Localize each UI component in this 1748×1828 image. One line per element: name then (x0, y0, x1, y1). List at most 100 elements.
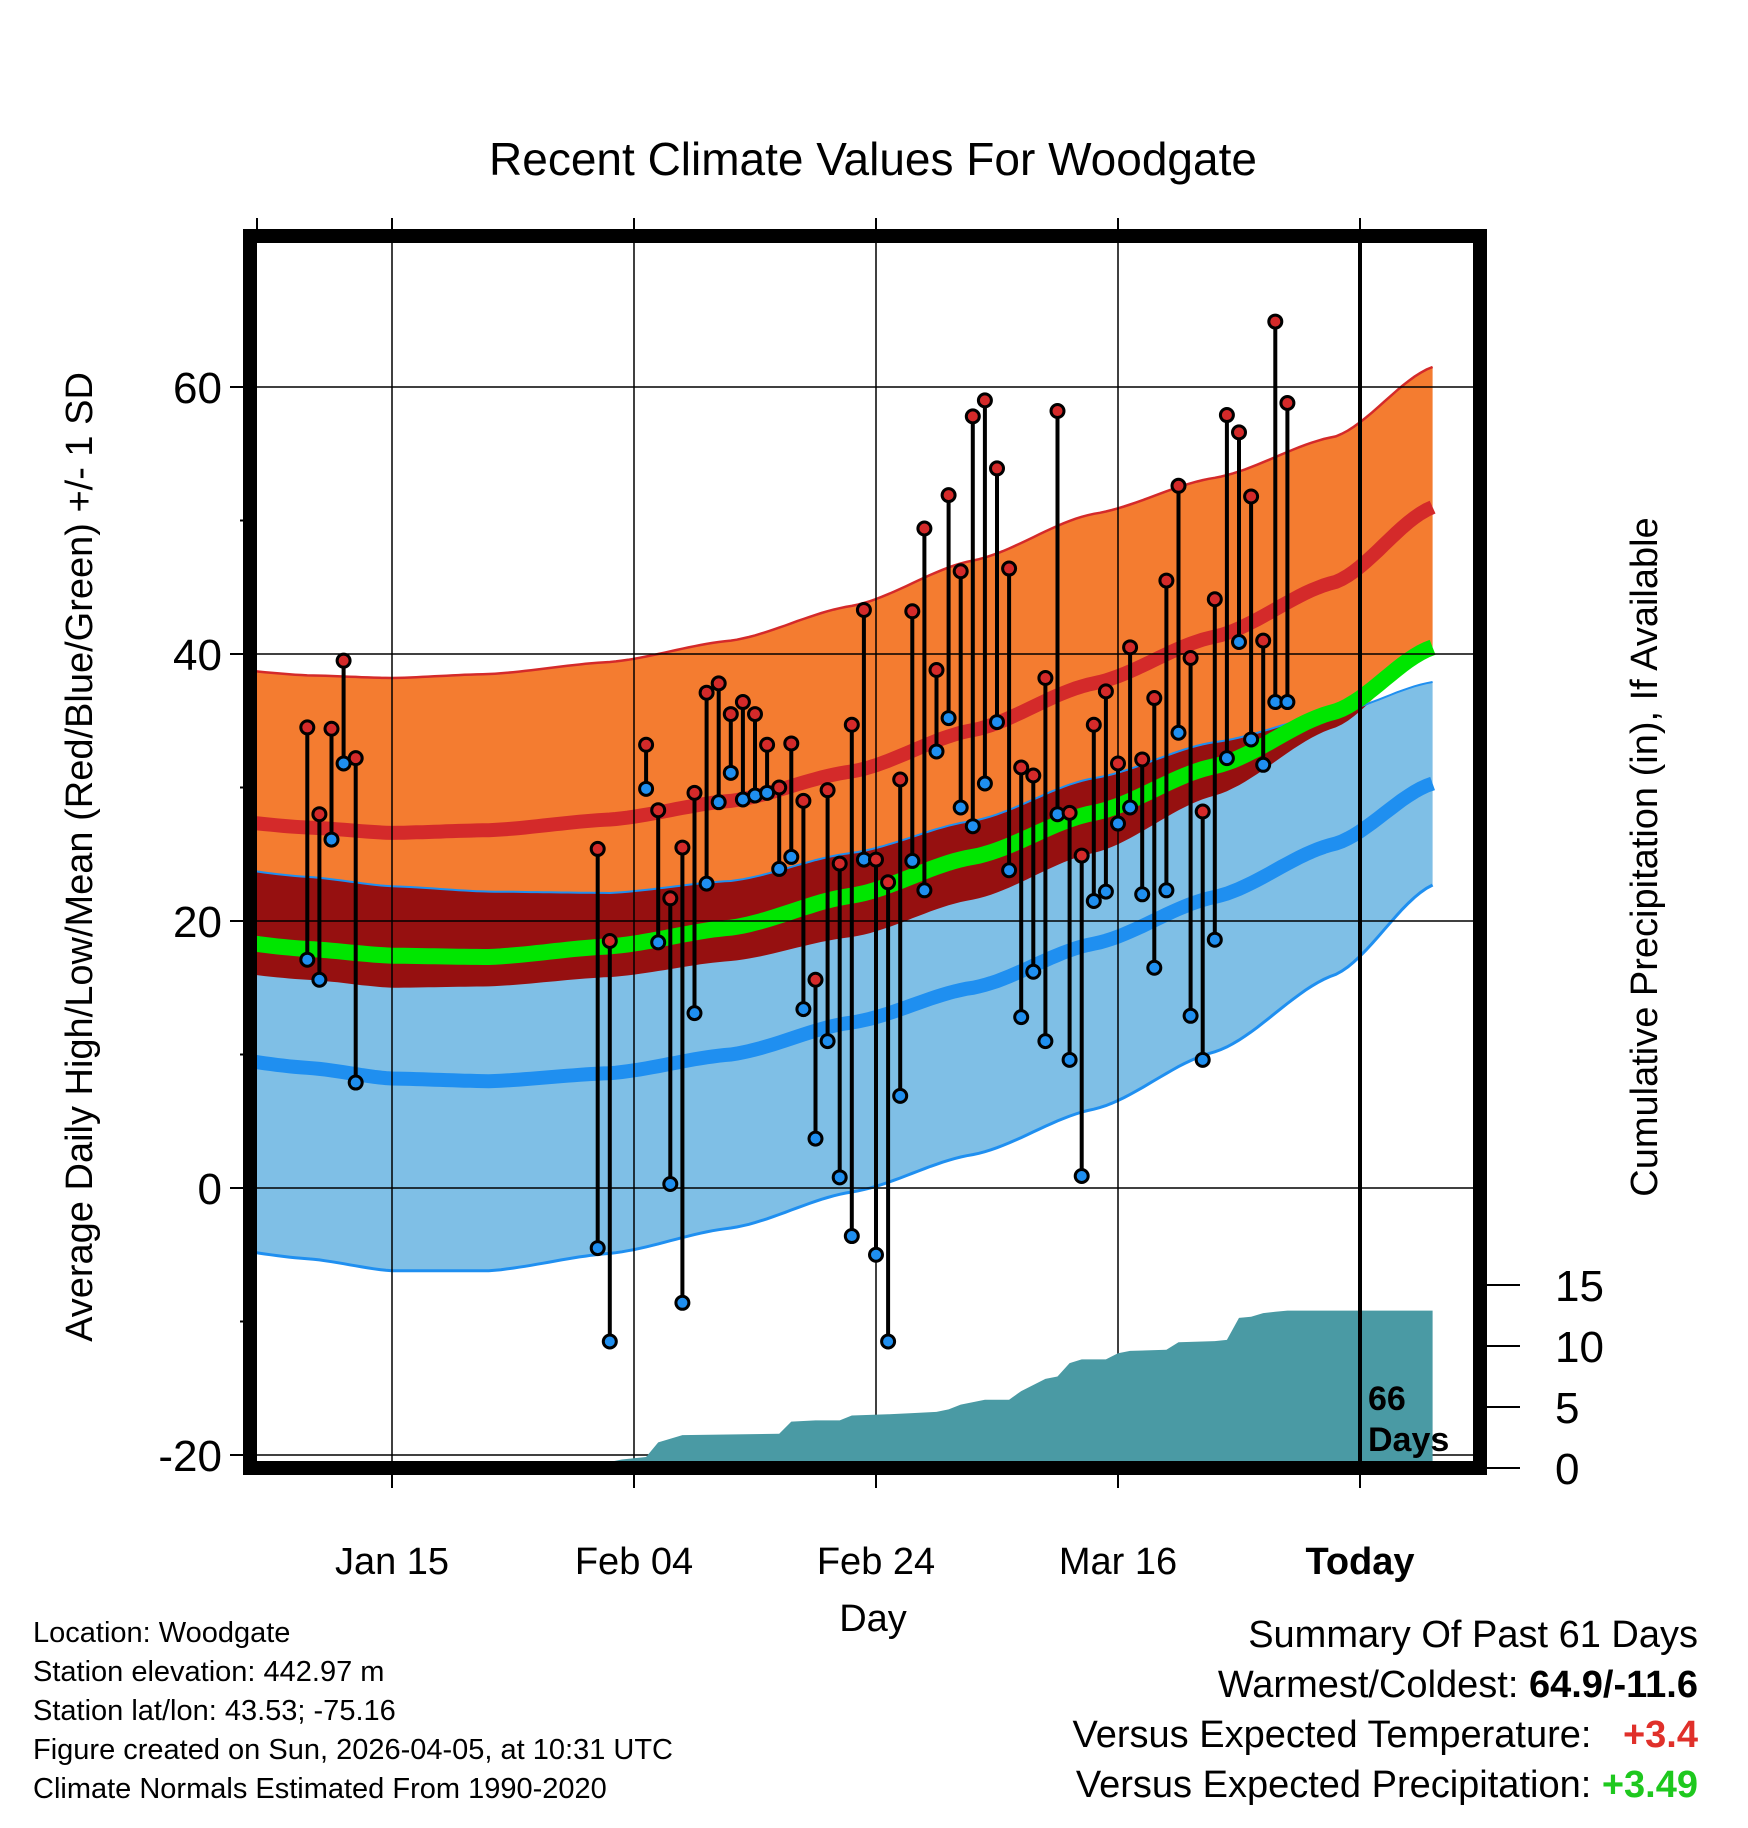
high-upper-edge (257, 365, 1434, 680)
temp-value: +3.4 (1622, 1714, 1698, 1756)
obs-high-point (323, 720, 340, 737)
x-axis-label: Day (839, 1598, 907, 1640)
obs-high-point (795, 792, 812, 809)
obs-high-point (299, 719, 316, 736)
obs-low-point (916, 882, 933, 899)
obs-low-point (1206, 931, 1223, 948)
obs-high-point (807, 971, 824, 988)
obs-low-point (1243, 731, 1260, 748)
warm-cold-label: Warmest/Coldest: (1217, 1664, 1529, 1706)
x-tick-label: Feb 24 (817, 1541, 935, 1583)
obs-high-point (831, 855, 848, 872)
obs-low-point (1001, 862, 1018, 879)
obs-high-point (1134, 751, 1151, 768)
obs-high-point (747, 706, 763, 723)
today-days-unit: Days (1368, 1421, 1449, 1459)
obs-low-point (952, 799, 969, 816)
obs-high-point (1025, 767, 1042, 784)
obs-low-point (819, 1033, 836, 1050)
y-tick-label: 40 (173, 631, 222, 680)
obs-high-point (843, 716, 860, 733)
obs-high-point (819, 782, 836, 799)
obs-low-point (868, 1246, 884, 1263)
obs-high-point (1001, 560, 1018, 577)
y-tick-label: 60 (173, 364, 222, 413)
obs-high-point (347, 750, 364, 767)
precip-value: +3.49 (1601, 1764, 1698, 1806)
obs-high-point (1243, 488, 1260, 505)
obs-low-point (1170, 724, 1187, 741)
obs-high-point (1013, 759, 1030, 776)
obs-high-point (335, 652, 352, 669)
obs-high-point (759, 736, 776, 753)
obs-high-point (1218, 407, 1235, 424)
obs-low-point (1025, 963, 1042, 980)
elevation-text: Station elevation: 442.97 m (33, 1656, 385, 1688)
obs-low-point (807, 1130, 824, 1147)
obs-high-point (710, 675, 727, 692)
obs-low-point (928, 743, 945, 760)
obs-high-point (964, 408, 981, 425)
obs-high-point (1231, 424, 1247, 441)
obs-low-point (1279, 694, 1296, 711)
obs-low-point (1013, 1009, 1030, 1026)
obs-high-point (1158, 572, 1175, 589)
obs-high-point (1267, 313, 1284, 330)
obs-high-point (868, 851, 884, 868)
obs-high-point (1182, 650, 1199, 667)
obs-high-point (1049, 403, 1066, 420)
x-tick-label: Today (1305, 1541, 1414, 1583)
obs-high-point (1146, 690, 1163, 707)
y2-axis-label: Cumulative Precipitation (in), If Availa… (1624, 517, 1666, 1196)
obs-high-point (916, 520, 933, 537)
y-tick-label: 20 (173, 898, 222, 947)
y-tick-label: -20 (158, 1432, 222, 1481)
obs-high-point (601, 933, 618, 950)
chart-title: Recent Climate Values For Woodgate (489, 133, 1257, 185)
obs-high-point (952, 563, 969, 580)
obs-low-point (589, 1240, 606, 1257)
x-tick-label: Feb 04 (575, 1541, 693, 1583)
obs-low-point (1110, 815, 1126, 832)
obs-low-point (650, 934, 667, 951)
obs-high-point (1097, 683, 1114, 700)
obs-high-point (650, 802, 667, 819)
warm-cold-value: 64.9/-11.6 (1528, 1664, 1698, 1706)
obs-low-point (311, 971, 328, 988)
obs-high-point (1170, 477, 1187, 494)
obs-low-point (964, 818, 981, 835)
summary-precip: Versus Expected Precipitation: +3.49 (1073, 1760, 1698, 1810)
obs-low-point (1255, 756, 1272, 773)
y-axis-label: Average Daily High/Low/Mean (Red/Blue/Gr… (59, 372, 101, 1342)
obs-low-point (722, 764, 739, 781)
obs-low-point (989, 714, 1005, 731)
obs-low-point (1146, 959, 1163, 976)
obs-high-point (880, 874, 897, 891)
obs-high-point (589, 840, 606, 857)
obs-high-point (1061, 804, 1078, 821)
obs-high-point (892, 771, 909, 788)
obs-low-point (601, 1333, 618, 1350)
obs-high-point (686, 784, 703, 801)
obs-high-point (311, 806, 328, 823)
obs-high-point (976, 392, 993, 409)
obs-low-point (299, 951, 316, 968)
obs-high-point (928, 662, 945, 679)
summary-temp: Versus Expected Temperature: +3.4 (1073, 1710, 1698, 1760)
obs-low-point (1218, 750, 1235, 767)
y2-tick-label: 10 (1555, 1323, 1604, 1372)
temp-label: Versus Expected Temperature: (1072, 1714, 1592, 1756)
obs-high-point (662, 890, 679, 907)
obs-low-point (638, 780, 655, 797)
obs-low-point (940, 710, 957, 727)
summary-warm-cold: Warmest/Coldest: 64.9/-11.6 (1073, 1660, 1698, 1710)
obs-high-point (783, 735, 800, 752)
created-text: Figure created on Sun, 2026-04-05, at 10… (33, 1734, 673, 1766)
obs-high-point (1085, 716, 1102, 733)
obs-low-point (1073, 1167, 1090, 1184)
obs-high-point (1037, 670, 1054, 687)
obs-high-point (1206, 591, 1223, 608)
plot-frame (243, 229, 1487, 1475)
obs-low-point (1158, 882, 1175, 899)
